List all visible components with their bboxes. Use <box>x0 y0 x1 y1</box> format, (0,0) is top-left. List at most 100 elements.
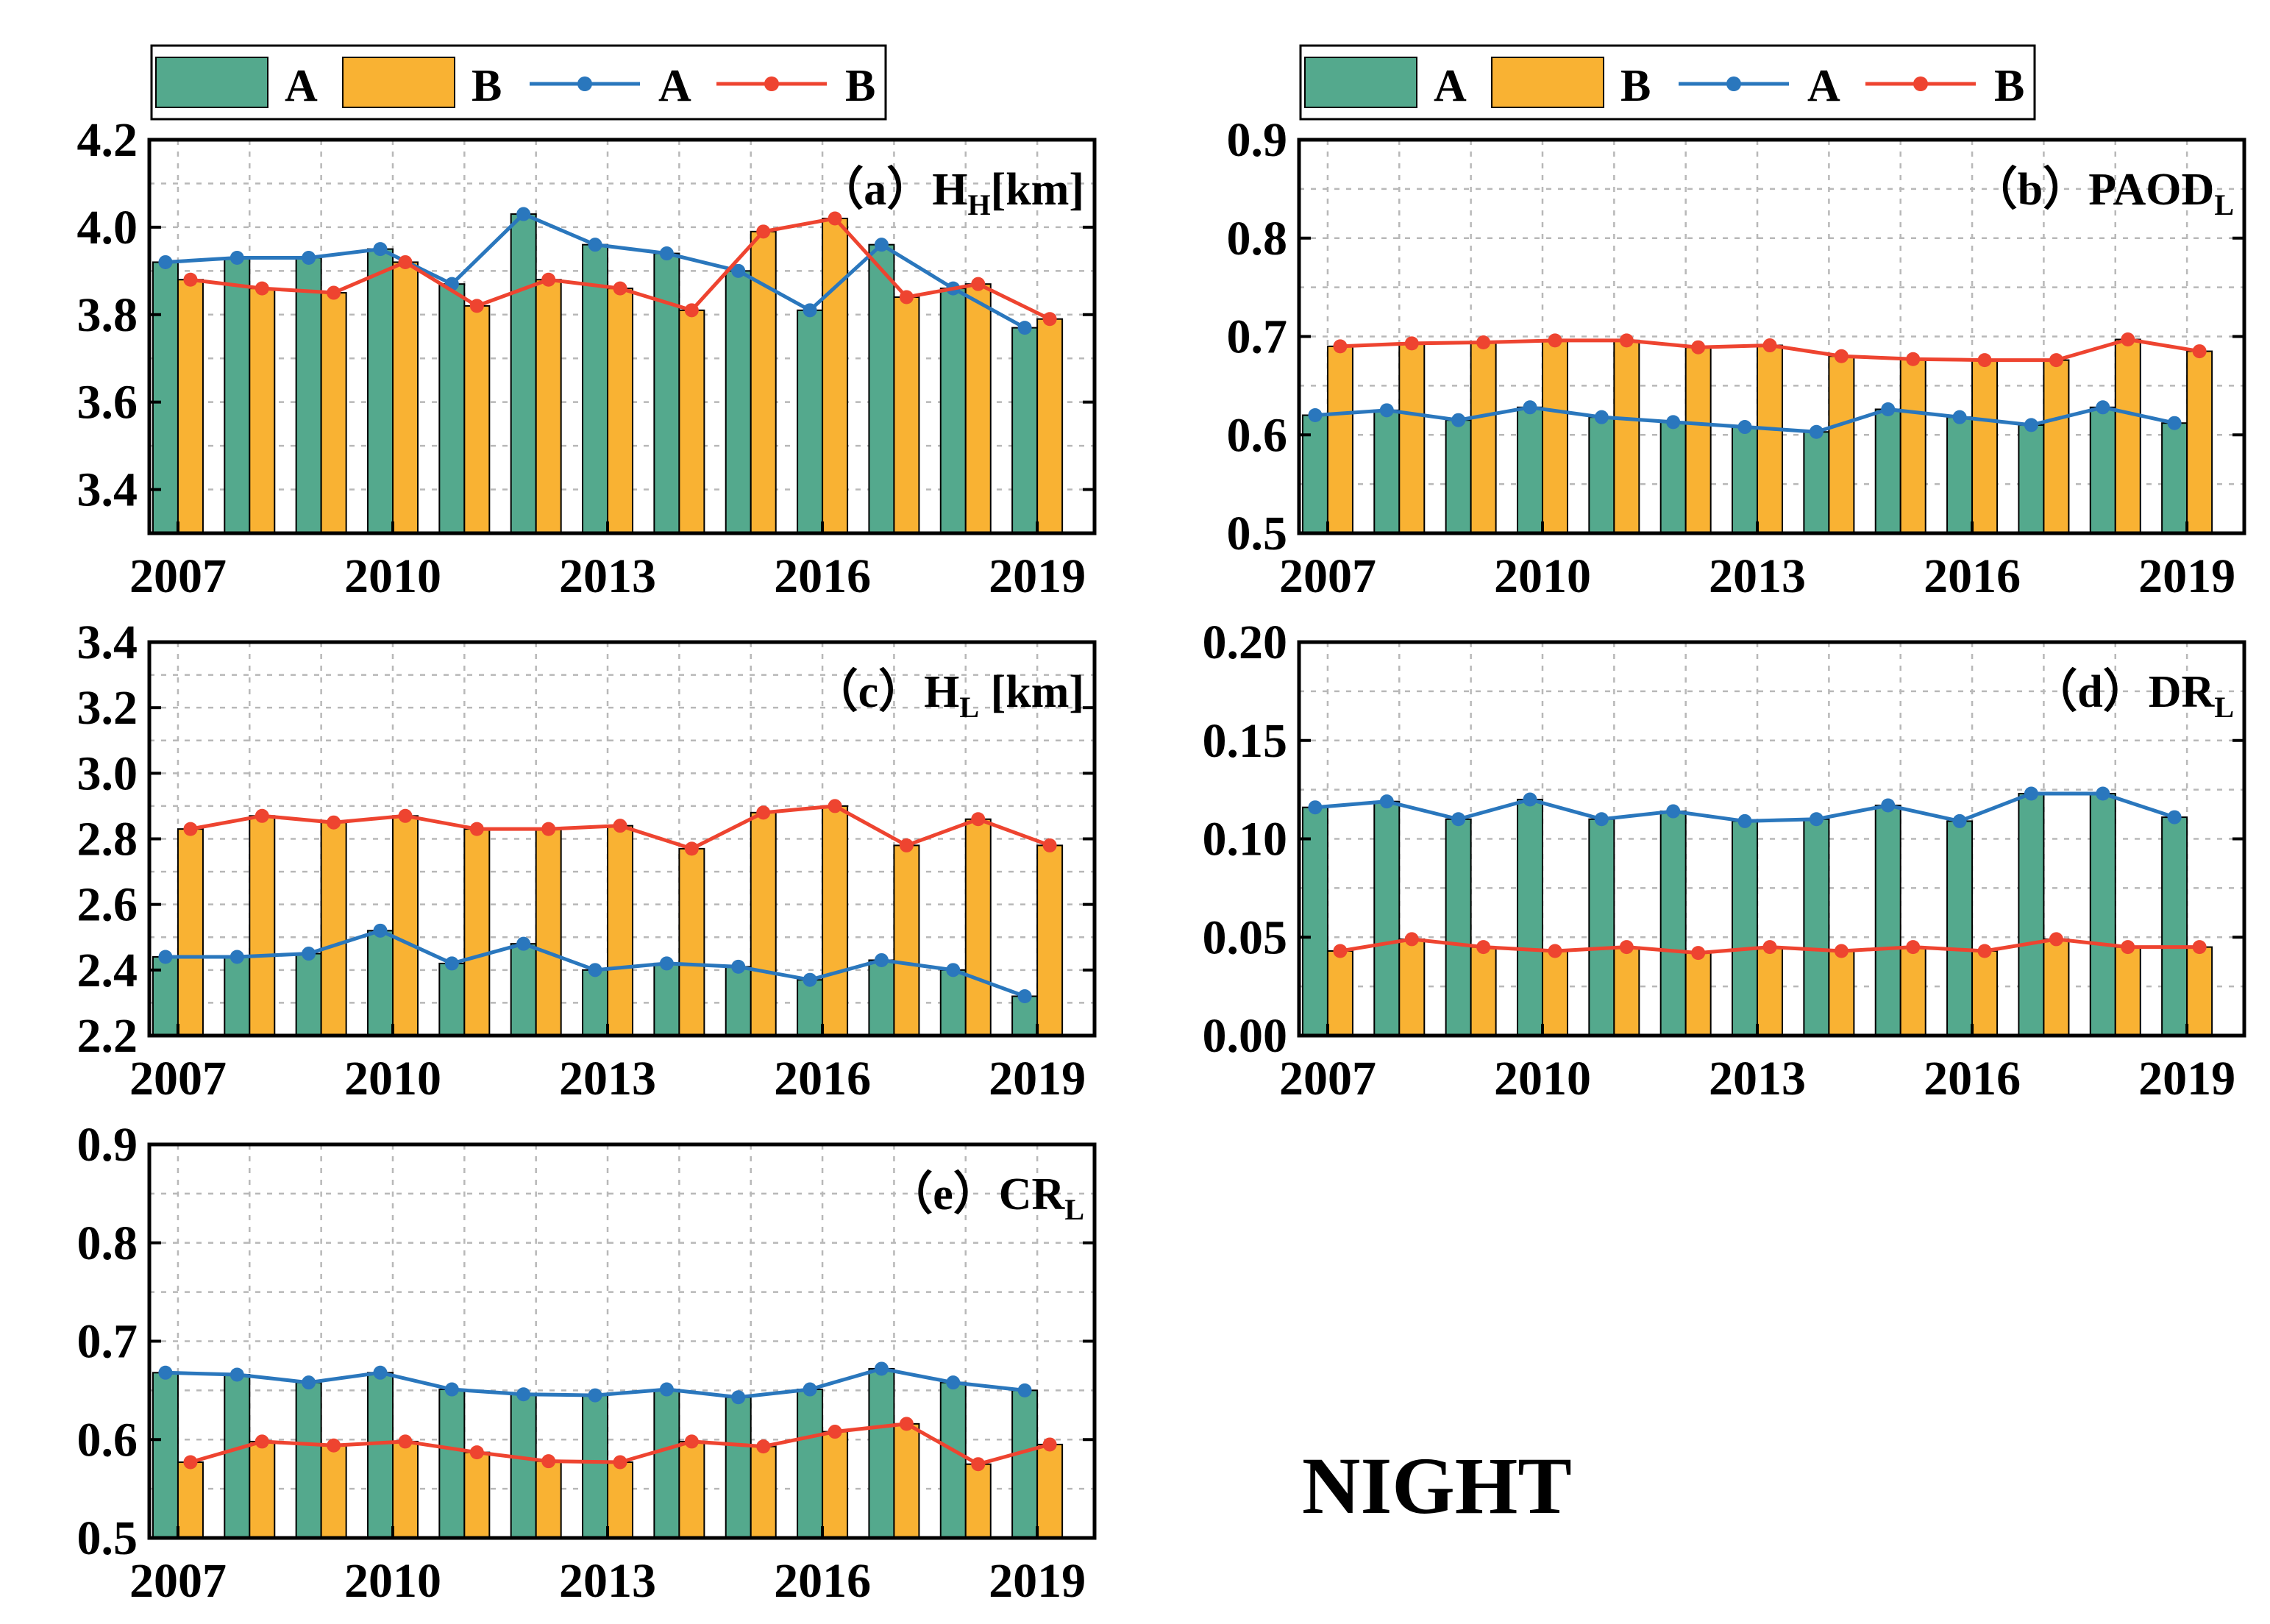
x-tick-label: 2010 <box>344 1554 441 1608</box>
title-subscript: L <box>2214 691 2234 724</box>
panel-b: 0.5 0.6 0.7 0.8 0.9 2007 2010 2013 2016 2019 （b）PA… <box>1227 113 2246 603</box>
point-A-2008 <box>230 950 244 964</box>
point-A-2013 <box>588 963 602 977</box>
bar-A-2017 <box>2018 424 2045 534</box>
point-B-2013 <box>613 281 627 296</box>
point-B-2007 <box>183 272 198 287</box>
point-B-2016 <box>1977 944 1992 958</box>
point-B-2015 <box>1906 352 1921 366</box>
bar-A-2009 <box>295 952 322 1036</box>
bar-A-2011 <box>438 1389 466 1539</box>
point-B-2012 <box>541 1454 556 1469</box>
bar-A-2009 <box>295 257 322 534</box>
legend-line-A-marker <box>1726 76 1741 91</box>
bar-B-2009 <box>1470 946 1497 1036</box>
point-A-2012 <box>516 936 531 951</box>
bar-A-2012 <box>510 213 537 534</box>
point-B-2009 <box>327 1438 341 1453</box>
x-tick-label: 2016 <box>1924 549 2021 603</box>
bar-A-2010 <box>366 1372 394 1539</box>
bar-B-2010 <box>391 261 419 534</box>
bar-B-2009 <box>320 292 347 534</box>
bar-B-2012 <box>535 1460 562 1539</box>
x-tick-label: 2013 <box>559 1554 656 1608</box>
bar-B-2017 <box>2043 359 2070 534</box>
point-B-2016 <box>828 211 842 226</box>
y-tick-label: 0.8 <box>1227 212 1288 266</box>
point-B-2009 <box>327 815 341 830</box>
point-B-2016 <box>828 1425 842 1439</box>
title-subscript: H <box>967 188 990 221</box>
point-B-2007 <box>183 822 198 836</box>
bar-B-2008 <box>249 1440 276 1539</box>
bar-A-2008 <box>224 956 251 1036</box>
point-A-2007 <box>158 1365 173 1380</box>
bar-B-2010 <box>391 815 419 1036</box>
bar-B-2011 <box>1613 946 1640 1036</box>
bar-B-2019 <box>2186 350 2213 534</box>
x-tick-label: 2007 <box>129 1554 227 1608</box>
bar-B-2008 <box>1398 342 1426 534</box>
bar-B-2013 <box>607 825 634 1036</box>
point-B-2014 <box>684 841 699 856</box>
bar-A-2014 <box>653 1389 680 1539</box>
point-A-2015 <box>1881 402 1896 416</box>
title-unit: [km] <box>991 165 1084 215</box>
x-tick-label: 2013 <box>559 549 656 603</box>
point-B-2015 <box>756 224 771 239</box>
bar-B-2010 <box>391 1440 419 1539</box>
x-tick-label: 2010 <box>1494 549 1591 603</box>
point-A-2015 <box>1881 798 1896 813</box>
point-A-2013 <box>1737 813 1752 828</box>
bar-B-2013 <box>607 1461 634 1539</box>
bar-A-2015 <box>1874 805 1901 1037</box>
point-A-2014 <box>659 246 674 261</box>
point-A-2011 <box>1594 812 1609 827</box>
point-A-2007 <box>1308 408 1323 422</box>
point-A-2016 <box>803 303 817 318</box>
bar-B-2015 <box>750 1445 777 1539</box>
point-A-2009 <box>1451 413 1466 427</box>
point-B-2018 <box>971 277 986 291</box>
x-tick-label: 2013 <box>559 1052 656 1105</box>
point-A-2017 <box>2024 418 2038 432</box>
bar-A-2009 <box>1445 818 1472 1036</box>
y-tick-label: 0.6 <box>1227 408 1288 462</box>
bar-A-2018 <box>939 288 967 534</box>
point-B-2009 <box>1476 335 1491 350</box>
point-B-2014 <box>1834 944 1849 958</box>
bar-A-2014 <box>653 252 680 534</box>
point-B-2017 <box>2049 353 2063 368</box>
bar-A-2008 <box>224 1373 251 1539</box>
x-tick-label: 2007 <box>129 1052 227 1105</box>
point-A-2017 <box>2024 786 2038 801</box>
y-tick-label: 0.20 <box>1203 616 1288 669</box>
panel-title-b: （b）PAODL <box>1972 163 2234 221</box>
y-tick-label: 0.10 <box>1203 813 1288 866</box>
title-main: （a）H <box>818 163 967 215</box>
point-A-2008 <box>1379 794 1394 809</box>
title-main: （e）CR <box>887 1168 1065 1219</box>
point-A-2019 <box>1017 321 1032 335</box>
point-A-2015 <box>731 959 746 974</box>
bar-A-2016 <box>1946 820 1974 1037</box>
point-B-2018 <box>2121 940 2135 955</box>
bar-B-2013 <box>1757 946 1784 1036</box>
bar-A-2014 <box>1803 431 1830 534</box>
bar-A-2018 <box>939 1381 967 1539</box>
point-B-2013 <box>1762 940 1777 955</box>
x-tick-label: 2013 <box>1709 549 1806 603</box>
bar-B-2016 <box>822 805 849 1036</box>
point-B-2007 <box>1333 944 1348 958</box>
night-label: NIGHT <box>1302 1441 1572 1531</box>
point-B-2015 <box>1906 940 1921 955</box>
bar-A-2012 <box>1659 811 1687 1037</box>
point-A-2012 <box>516 207 531 221</box>
bar-B-2007 <box>177 1461 204 1539</box>
bar-B-2007 <box>177 828 204 1036</box>
bar-A-2009 <box>1445 419 1472 534</box>
bar-B-2011 <box>1613 339 1640 534</box>
point-B-2008 <box>255 808 269 823</box>
point-A-2016 <box>803 1382 817 1397</box>
